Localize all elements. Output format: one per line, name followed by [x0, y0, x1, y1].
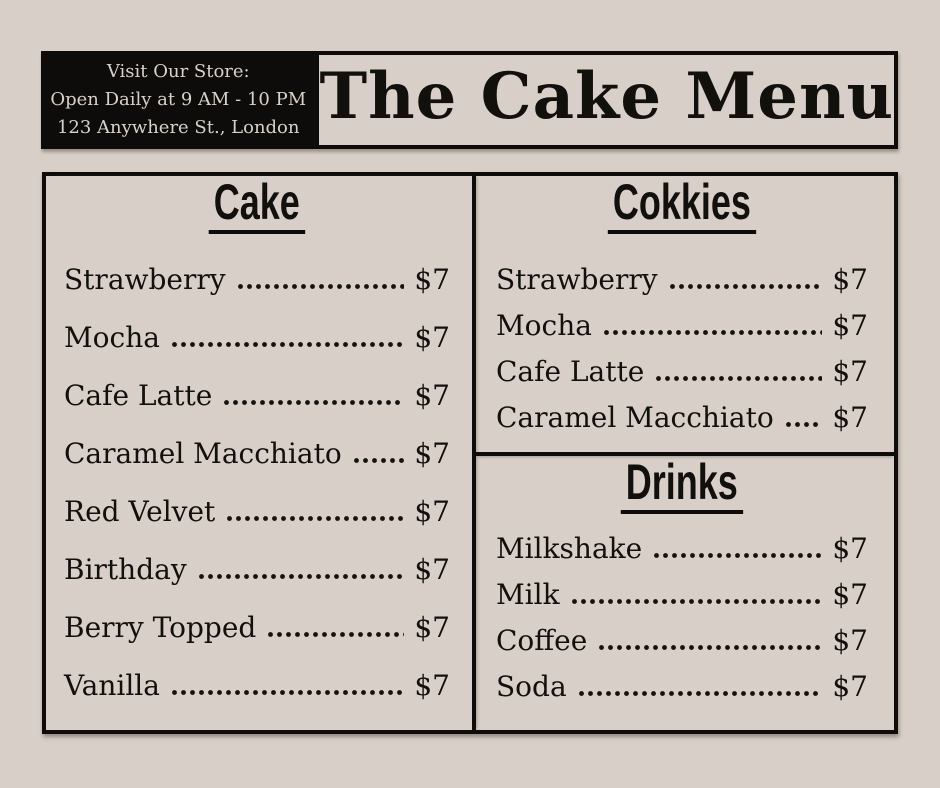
- menu-item-name: Cafe Latte: [64, 378, 213, 412]
- menu-item-row: Strawberry $7: [496, 250, 868, 296]
- menu-item-price: $7: [832, 262, 868, 296]
- menu-item-name: Vanilla: [64, 668, 160, 702]
- right-column: Cokkies Strawberry $7 Mocha $7 Cafe Latt…: [476, 176, 894, 730]
- dotted-leader: [599, 645, 823, 650]
- cookies-items: Strawberry $7 Mocha $7 Cafe Latte $7: [496, 250, 868, 434]
- menu-item-price: $7: [414, 552, 450, 586]
- menu-item-name: Cafe Latte: [496, 354, 645, 388]
- section-cookies: Cokkies Strawberry $7 Mocha $7 Cafe Latt…: [476, 176, 894, 456]
- menu-item-row: Mocha $7: [496, 296, 868, 342]
- menu-item-price: $7: [414, 610, 450, 644]
- menu-item-price: $7: [832, 623, 868, 657]
- menu-item-row: Cafe Latte $7: [496, 342, 868, 388]
- menu-item-row: Coffee $7: [496, 611, 868, 657]
- section-heading-cake: Cake: [208, 177, 306, 234]
- dotted-leader: [268, 632, 405, 637]
- menu-item-price: $7: [414, 262, 450, 296]
- menu-item-price: $7: [832, 669, 868, 703]
- cookies-heading-wrap: Cokkies: [496, 177, 868, 234]
- drinks-heading-wrap: Drinks: [496, 457, 868, 514]
- menu-item-name: Milk: [496, 577, 560, 611]
- menu-item-price: $7: [832, 400, 868, 434]
- menu-item-name: Strawberry: [496, 262, 658, 296]
- menu-item-name: Mocha: [496, 308, 592, 342]
- page-title: The Cake Menu: [319, 59, 894, 134]
- menu-board: Cake Strawberry $7 Mocha $7 Cafe Latte $…: [42, 172, 898, 734]
- menu-item-price: $7: [414, 320, 450, 354]
- menu-item-price: $7: [832, 354, 868, 388]
- menu-item-row: Red Velvet $7: [64, 470, 450, 528]
- cake-items: Strawberry $7 Mocha $7 Cafe Latte $7 Car…: [64, 238, 450, 702]
- menu-item-name: Berry Topped: [64, 610, 257, 644]
- dotted-leader: [224, 400, 405, 405]
- dotted-leader: [171, 690, 405, 695]
- title-box: The Cake Menu: [315, 51, 898, 149]
- menu-item-name: Caramel Macchiato: [64, 436, 342, 470]
- section-heading-cookies: Cokkies: [607, 177, 757, 234]
- menu-item-row: Milk $7: [496, 565, 868, 611]
- dotted-leader: [603, 330, 823, 335]
- menu-item-price: $7: [832, 531, 868, 565]
- menu-item-price: $7: [832, 577, 868, 611]
- menu-item-row: Vanilla $7: [64, 644, 450, 702]
- section-drinks: Drinks Milkshake $7 Milk $7 Coffee: [476, 456, 894, 730]
- menu-item-row: Mocha $7: [64, 296, 450, 354]
- menu-item-price: $7: [414, 378, 450, 412]
- menu-item-price: $7: [414, 494, 450, 528]
- dotted-leader: [227, 516, 405, 521]
- menu-item-price: $7: [414, 436, 450, 470]
- menu-item-name: Coffee: [496, 623, 588, 657]
- menu-item-row: Milkshake $7: [496, 519, 868, 565]
- menu-item-name: Caramel Macchiato: [496, 400, 774, 434]
- menu-item-row: Strawberry $7: [64, 238, 450, 296]
- menu-item-row: Soda $7: [496, 657, 868, 703]
- header: Visit Our Store: Open Daily at 9 AM - 10…: [41, 51, 898, 149]
- dotted-leader: [571, 599, 823, 604]
- store-info-line-1: Visit Our Store:: [106, 61, 250, 82]
- menu-item-row: Berry Topped $7: [64, 586, 450, 644]
- dotted-leader: [353, 458, 405, 463]
- dotted-leader: [785, 422, 823, 427]
- menu-item-row: Caramel Macchiato $7: [64, 412, 450, 470]
- dotted-leader: [171, 342, 405, 347]
- menu-item-name: Strawberry: [64, 262, 226, 296]
- menu-item-row: Birthday $7: [64, 528, 450, 586]
- menu-item-price: $7: [414, 668, 450, 702]
- menu-item-name: Mocha: [64, 320, 160, 354]
- menu-item-name: Red Velvet: [64, 494, 216, 528]
- menu-item-row: Caramel Macchiato $7: [496, 388, 868, 434]
- dotted-leader: [669, 284, 823, 289]
- menu-item-name: Milkshake: [496, 531, 643, 565]
- menu-item-name: Soda: [496, 669, 567, 703]
- drinks-items: Milkshake $7 Milk $7 Coffee $7: [496, 519, 868, 703]
- dotted-leader: [656, 376, 823, 381]
- store-info-box: Visit Our Store: Open Daily at 9 AM - 10…: [41, 51, 316, 149]
- section-heading-drinks: Drinks: [620, 457, 744, 514]
- menu-item-row: Cafe Latte $7: [64, 354, 450, 412]
- dotted-leader: [237, 284, 405, 289]
- store-info-line-3: 123 Anywhere St., London: [56, 117, 300, 138]
- menu-item-price: $7: [832, 308, 868, 342]
- dotted-leader: [578, 691, 823, 696]
- cake-heading-wrap: Cake: [64, 177, 450, 234]
- dotted-leader: [198, 574, 405, 579]
- menu-item-name: Birthday: [64, 552, 187, 586]
- store-info-line-2: Open Daily at 9 AM - 10 PM: [50, 89, 307, 110]
- dotted-leader: [654, 553, 823, 558]
- section-cake: Cake Strawberry $7 Mocha $7 Cafe Latte $…: [46, 176, 476, 730]
